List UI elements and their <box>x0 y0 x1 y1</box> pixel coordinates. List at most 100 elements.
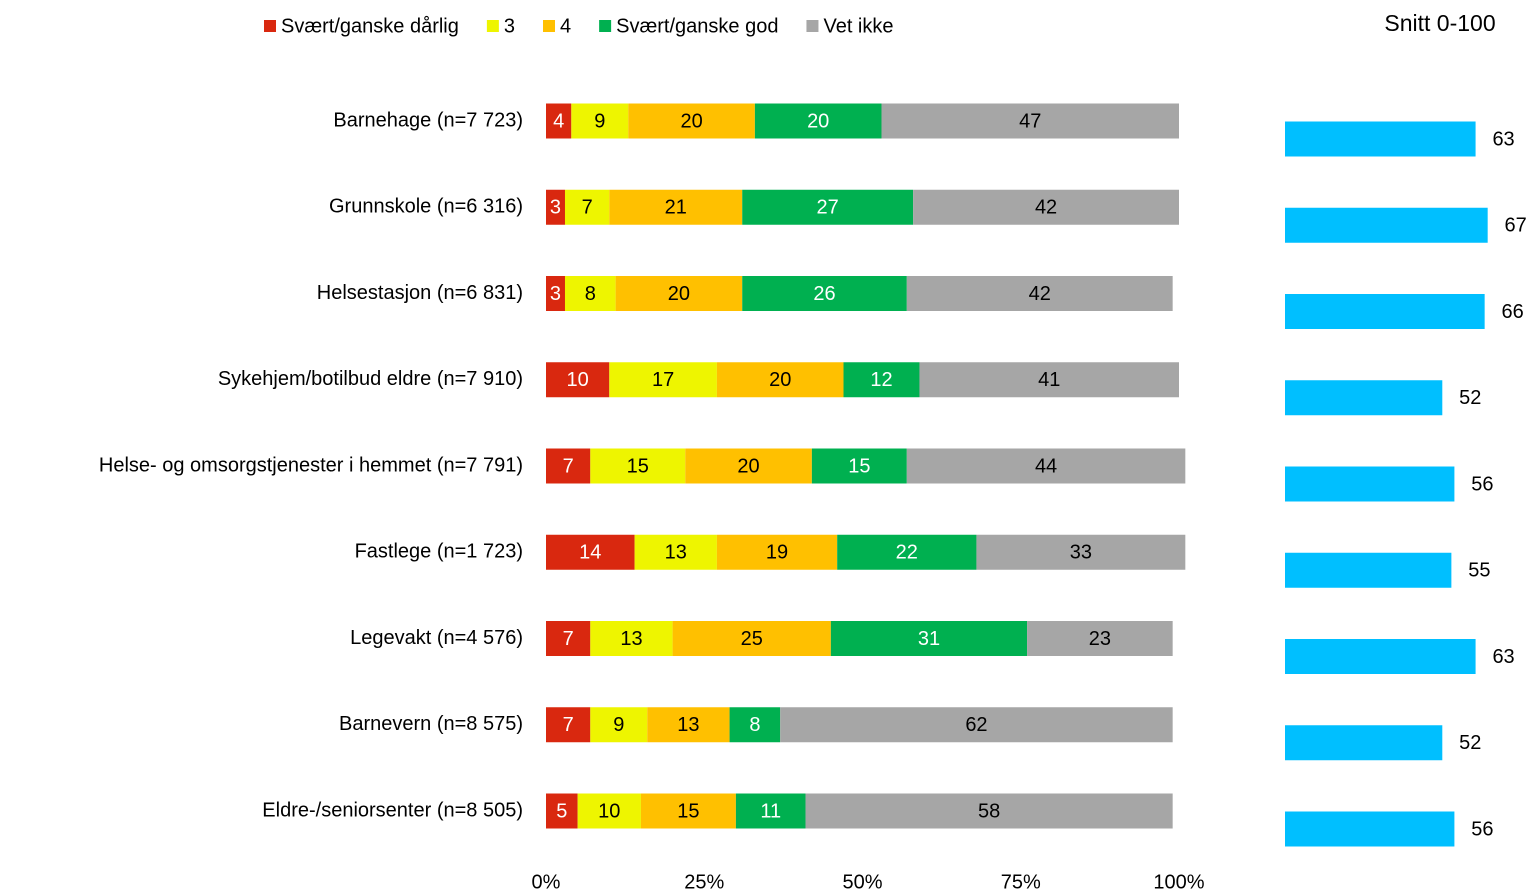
x-tick-label: 100% <box>1153 871 1204 893</box>
category-label: Helse- og omsorgstjenester i hemmet (n=7… <box>99 454 523 476</box>
bar <box>1285 380 1443 416</box>
category-label: Legevakt (n=4 576) <box>350 627 523 649</box>
value-label: 42 <box>1035 197 1057 219</box>
bar-segment <box>742 276 907 311</box>
legend-swatch <box>543 20 555 32</box>
bar <box>1285 466 1455 502</box>
bar <box>1285 121 1476 157</box>
bar-segment <box>634 534 717 570</box>
bar-segment <box>805 793 1173 829</box>
value-label: 63 <box>1492 646 1514 668</box>
category-label: Fastlege (n=1 723) <box>355 541 523 563</box>
value-label: 7 <box>563 628 574 650</box>
bar <box>1285 725 1443 761</box>
value-label: 17 <box>652 369 674 391</box>
value-label: 15 <box>677 800 699 822</box>
bar-segment <box>546 793 578 829</box>
bar-segment <box>546 103 572 139</box>
bar-segment <box>577 793 641 829</box>
bar-segment <box>735 793 806 829</box>
value-label: 66 <box>1502 301 1524 323</box>
value-label: 21 <box>665 197 687 219</box>
bar <box>1285 639 1476 674</box>
bar-segment <box>564 276 616 311</box>
value-label: 8 <box>749 714 760 736</box>
value-label: 5 <box>556 800 567 822</box>
value-label: 52 <box>1459 387 1481 409</box>
value-label: 20 <box>769 369 791 391</box>
value-label: 14 <box>579 542 601 564</box>
bar <box>1285 811 1455 847</box>
bar-segment <box>546 707 591 743</box>
bar-segment <box>913 189 1179 225</box>
bar-segment <box>615 276 743 311</box>
legend-label: Vet ikke <box>823 15 893 37</box>
value-label: 7 <box>563 714 574 736</box>
value-label: 27 <box>817 197 839 219</box>
value-label: 62 <box>965 714 987 736</box>
legend-label: 3 <box>504 15 515 37</box>
category-label: Barnevern (n=8 575) <box>339 713 523 735</box>
bar-segment <box>976 534 1186 570</box>
bar-segment <box>590 707 648 743</box>
bar-segment <box>546 448 591 484</box>
value-label: 10 <box>598 800 620 822</box>
value-label: 56 <box>1471 818 1493 840</box>
bar-segment <box>628 103 755 139</box>
value-label: 67 <box>1505 215 1527 237</box>
value-label: 55 <box>1468 560 1490 582</box>
value-label: 26 <box>813 283 835 305</box>
value-label: 15 <box>848 455 870 477</box>
legend-swatch <box>599 20 612 32</box>
value-label: 31 <box>918 628 940 650</box>
value-label: 13 <box>620 628 642 650</box>
value-label: 9 <box>594 110 605 132</box>
value-label: 7 <box>582 197 593 219</box>
value-label: 8 <box>585 283 596 305</box>
value-label: 23 <box>1089 628 1111 650</box>
value-label: 3 <box>550 197 561 219</box>
value-label: 25 <box>741 628 763 650</box>
bar-segment <box>685 448 812 484</box>
value-label: 52 <box>1459 732 1481 754</box>
bar-segment <box>716 362 844 398</box>
category-label: Sykehjem/botilbud eldre (n=7 910) <box>218 368 523 390</box>
value-label: 13 <box>677 714 699 736</box>
bar <box>1285 552 1452 588</box>
category-label: Grunnskole (n=6 316) <box>329 196 523 218</box>
value-label: 3 <box>550 283 561 305</box>
category-label: Eldre-/seniorsenter (n=8 505) <box>262 799 523 821</box>
value-label: 33 <box>1070 542 1092 564</box>
bar-segment <box>564 189 610 225</box>
bar-segment <box>906 276 1173 311</box>
bar-segment <box>811 448 907 484</box>
bar-segment <box>571 103 629 139</box>
value-label: 12 <box>870 369 892 391</box>
value-label: 13 <box>665 542 687 564</box>
category-label: Helsestasjon (n=6 831) <box>317 282 523 304</box>
value-label: 4 <box>553 110 564 132</box>
bar-segment <box>546 189 565 225</box>
bar-segment <box>780 707 1173 743</box>
bar-segment <box>672 621 831 656</box>
category-label: Barnehage (n=7 723) <box>333 109 523 131</box>
bar <box>1285 207 1488 243</box>
x-tick-label: 0% <box>532 871 561 893</box>
bar-segment <box>609 189 743 225</box>
value-label: 63 <box>1492 128 1514 150</box>
value-label: 15 <box>627 455 649 477</box>
legend-label: 4 <box>560 15 571 37</box>
x-tick-label: 75% <box>1001 871 1041 893</box>
bar-segment <box>881 103 1179 139</box>
value-label: 22 <box>896 542 918 564</box>
bar-segment <box>546 534 635 570</box>
value-label: 20 <box>737 455 759 477</box>
snitt-title: Snitt 0-100 <box>1384 10 1495 36</box>
bar-segment <box>729 707 781 743</box>
legend-label: Svært/ganske dårlig <box>281 15 459 37</box>
value-label: 42 <box>1029 283 1051 305</box>
bar-segment <box>647 707 730 743</box>
legend-swatch <box>486 20 499 32</box>
value-label: 9 <box>613 714 624 736</box>
bar <box>1285 294 1485 329</box>
